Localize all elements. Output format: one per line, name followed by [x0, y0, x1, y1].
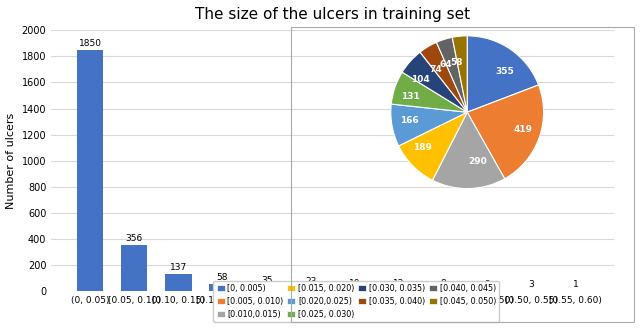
Text: 3: 3	[484, 280, 490, 289]
Legend: [0, 0.005), [0.005, 0.010), [0.010,0.015), [0.015, 0.020), [0.020,0.025), [0.025: [0, 0.005), [0.005, 0.010), [0.010,0.015…	[214, 280, 499, 322]
Bar	[430, 290, 456, 291]
Bar	[386, 290, 412, 291]
Y-axis label: Number of ulcers: Number of ulcers	[6, 113, 16, 209]
Bar	[209, 284, 236, 291]
Text: 166: 166	[399, 116, 419, 125]
Wedge shape	[399, 112, 467, 180]
Text: 137: 137	[170, 263, 187, 272]
Wedge shape	[391, 104, 467, 146]
Text: 23: 23	[305, 277, 316, 286]
Bar	[77, 50, 103, 291]
Text: 58: 58	[450, 58, 462, 67]
Text: 8: 8	[440, 279, 446, 288]
Text: 290: 290	[468, 157, 487, 166]
Text: 35: 35	[261, 276, 273, 285]
Text: 104: 104	[412, 75, 430, 84]
Text: 356: 356	[125, 234, 143, 243]
Wedge shape	[402, 52, 467, 112]
Text: 12: 12	[394, 279, 404, 288]
Text: 419: 419	[514, 125, 533, 134]
Bar	[121, 245, 147, 291]
Bar	[165, 274, 191, 291]
Text: 131: 131	[401, 92, 420, 100]
Text: 189: 189	[413, 143, 432, 151]
Wedge shape	[467, 85, 543, 179]
Text: 64: 64	[440, 60, 452, 69]
Bar	[253, 287, 280, 291]
Text: 1: 1	[573, 280, 579, 289]
Bar	[342, 290, 368, 291]
Text: 1850: 1850	[79, 39, 102, 48]
Bar	[298, 288, 324, 291]
Wedge shape	[420, 42, 467, 112]
Wedge shape	[452, 36, 467, 112]
Text: 355: 355	[495, 67, 514, 76]
Text: 10: 10	[349, 279, 360, 288]
Text: 74: 74	[429, 65, 442, 74]
Text: 3: 3	[529, 280, 534, 289]
Wedge shape	[467, 36, 538, 112]
Text: 58: 58	[217, 273, 228, 282]
X-axis label: Ratio of ulcer size to the image size: Ratio of ulcer size to the image size	[233, 311, 433, 321]
Wedge shape	[433, 112, 505, 189]
Title: The size of the ulcers in training set: The size of the ulcers in training set	[195, 7, 470, 22]
Wedge shape	[436, 37, 467, 112]
Wedge shape	[391, 72, 467, 112]
